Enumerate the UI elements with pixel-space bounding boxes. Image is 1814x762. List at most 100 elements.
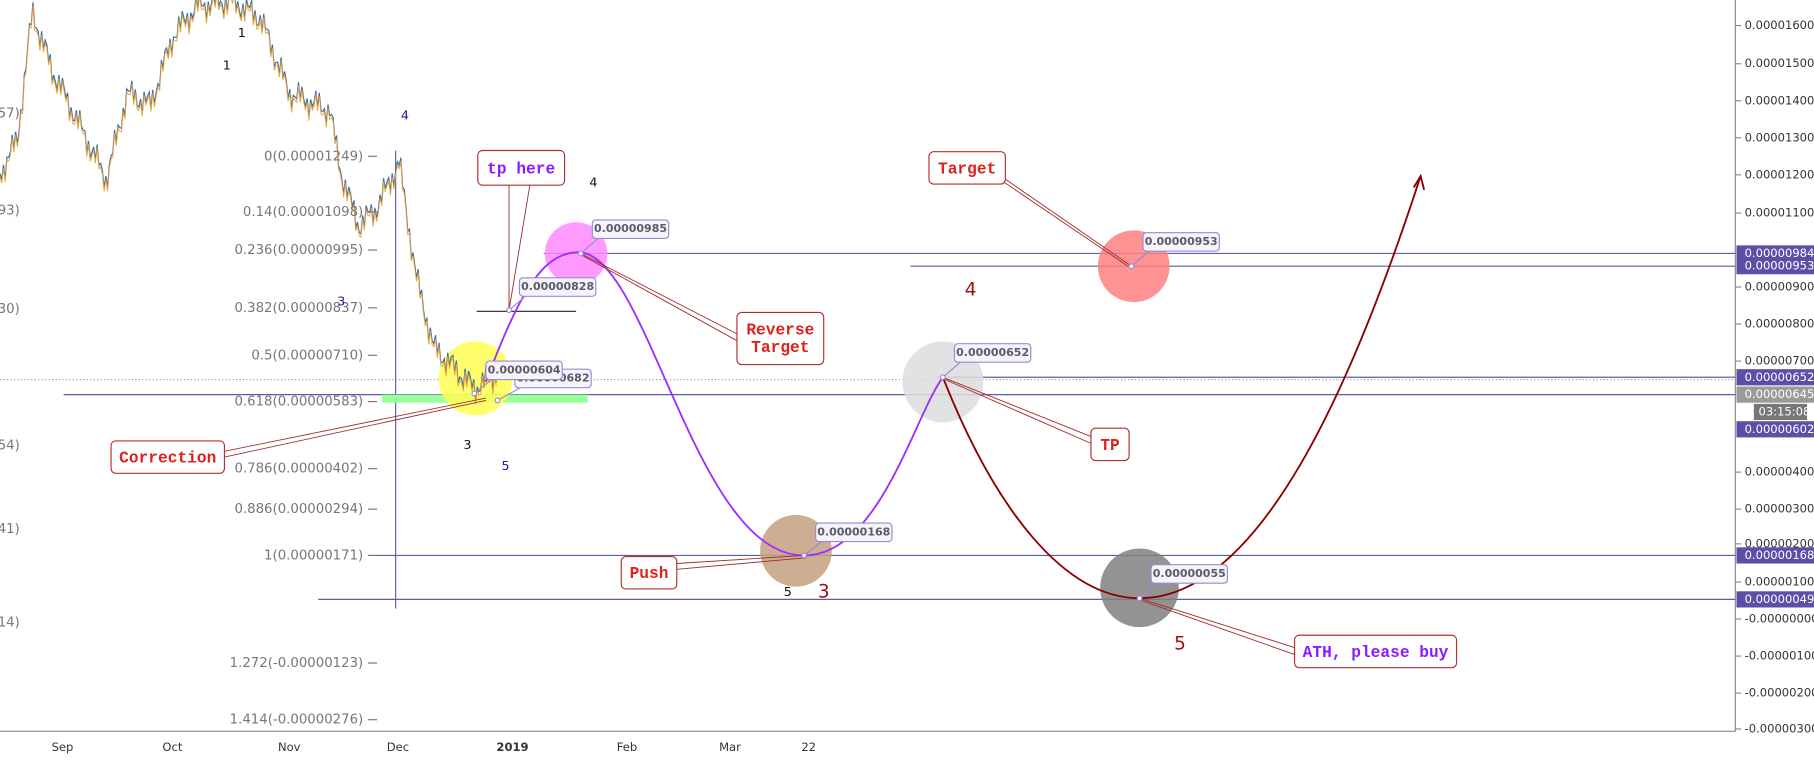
point-label-box <box>591 219 670 240</box>
fib-label: 0.786(0.00000402) <box>234 462 363 477</box>
time-label: Oct <box>162 740 182 754</box>
left-label: 54) <box>0 439 20 454</box>
callout-box <box>736 311 825 366</box>
wave-label: 4 <box>965 279 977 300</box>
callout-text: tp here <box>487 160 555 178</box>
fib-label: 1.272(-0.00000123) <box>230 656 364 671</box>
price-label: 0.00000400 <box>1745 465 1814 479</box>
point-leader <box>497 387 521 401</box>
price-tag-bg <box>1736 386 1814 403</box>
point-label-box <box>953 343 1032 363</box>
price-label: 0.00001600 <box>1745 18 1814 32</box>
time-label: Mar <box>719 740 741 754</box>
price-line <box>0 0 497 401</box>
price-line-ma <box>0 0 497 405</box>
price-label: 0.00001400 <box>1745 93 1814 107</box>
fib-label: 0.14(0.00001098) <box>243 205 363 220</box>
left-label: 57) <box>0 106 20 121</box>
wave-label: 5 <box>1174 634 1186 655</box>
wave-label: 5 <box>502 458 510 473</box>
callout-box <box>1090 427 1130 462</box>
point-label: 0.00000953 <box>1145 235 1218 248</box>
callout-box <box>1293 634 1458 669</box>
fib-label: 0.5(0.00000710) <box>251 348 363 363</box>
time-label: Feb <box>617 740 637 754</box>
fib-label: 1.414(-0.00000276) <box>230 713 364 728</box>
price-label: 0.00000800 <box>1745 317 1814 331</box>
point-dot <box>494 397 501 404</box>
price-label: 0.00000100 <box>1745 575 1814 589</box>
point-leader <box>803 541 822 556</box>
time-label: 2019 <box>496 740 528 754</box>
point-leader <box>580 238 599 254</box>
price-tag: 0.00000645 <box>1745 387 1814 401</box>
fib-label: 0.886(0.00000294) <box>234 502 363 517</box>
callout-text: Target <box>938 160 996 178</box>
price-label: 0.00001300 <box>1745 130 1814 144</box>
price-tag-bg <box>1736 547 1814 564</box>
price-label: 0.00000900 <box>1745 280 1814 294</box>
price-tag-bg <box>1736 591 1814 608</box>
price-tag: 0.00000168 <box>1745 548 1814 562</box>
time-label: Dec <box>387 740 409 754</box>
price-tag-bg <box>1736 369 1814 386</box>
price-label: 0.00001100 <box>1745 205 1814 219</box>
point-dot <box>801 552 807 559</box>
point-dot <box>577 250 584 257</box>
left-label: 93) <box>0 204 20 219</box>
point-label-box <box>518 277 597 297</box>
price-tag: 0.00000953 <box>1745 259 1814 273</box>
price-label: 0.00000300 <box>1745 502 1814 516</box>
price-label: -0.00000200 <box>1745 686 1814 700</box>
left-label: 14) <box>0 616 20 631</box>
callout-box <box>477 149 566 186</box>
point-leader <box>508 295 526 311</box>
point-leader <box>473 379 493 394</box>
point-label: 0.00000168 <box>817 525 890 538</box>
wave-label: 4 <box>589 174 597 189</box>
point-leader <box>1131 250 1150 267</box>
point-label: 0.00000604 <box>488 363 561 376</box>
fib-label: 0.236(0.00000995) <box>234 243 363 258</box>
point-dot <box>471 390 478 397</box>
point-label-box <box>1150 564 1229 584</box>
point-label-box <box>815 522 893 543</box>
wave-label: 1 <box>223 58 231 73</box>
callout-box <box>620 556 678 590</box>
projection-curve-2 <box>942 175 1422 600</box>
callout-text: ATH, please buy <box>1303 644 1449 662</box>
price-label: 0.00000200 <box>1745 536 1814 550</box>
callout-leaders <box>224 175 1296 656</box>
wave-label: 5 <box>784 584 792 599</box>
time-label: Nov <box>278 740 301 754</box>
point-label: 0.00000985 <box>594 222 667 235</box>
wave-label: 3 <box>337 294 345 309</box>
point-dot <box>939 374 946 381</box>
point-label-box <box>1142 232 1220 252</box>
point-label: 0.00000055 <box>1153 567 1226 580</box>
price-label: 0.00001200 <box>1745 167 1814 181</box>
point-leader <box>942 361 961 378</box>
fib-label: 0.382(0.00000837) <box>234 301 363 316</box>
time-label: 22 <box>801 740 816 754</box>
fib-label: 0.618(0.00000583) <box>234 395 363 410</box>
point-leader <box>1139 582 1158 599</box>
price-tag: 0.00000049 <box>1745 592 1814 606</box>
price-tag-bg <box>1736 421 1814 438</box>
point-label: 0.00000828 <box>521 280 594 293</box>
callout-box <box>928 151 1006 185</box>
price-label: -0.00000300 <box>1745 721 1814 735</box>
callout-text: TP <box>1100 437 1120 455</box>
arrow-head <box>1412 173 1426 191</box>
price-label: -0.00000100 <box>1745 649 1814 663</box>
callout-box <box>110 440 226 474</box>
left-label: 30) <box>0 302 20 317</box>
price-label: 0.00001500 <box>1745 56 1814 70</box>
callout-text: Reverse Target <box>746 322 814 357</box>
price-tag-bg <box>1736 258 1814 275</box>
callout-text: Push <box>630 565 669 583</box>
wave-label: 3 <box>818 581 830 602</box>
price-tag: 0.00000984 <box>1745 246 1814 260</box>
point-dot <box>506 307 512 314</box>
